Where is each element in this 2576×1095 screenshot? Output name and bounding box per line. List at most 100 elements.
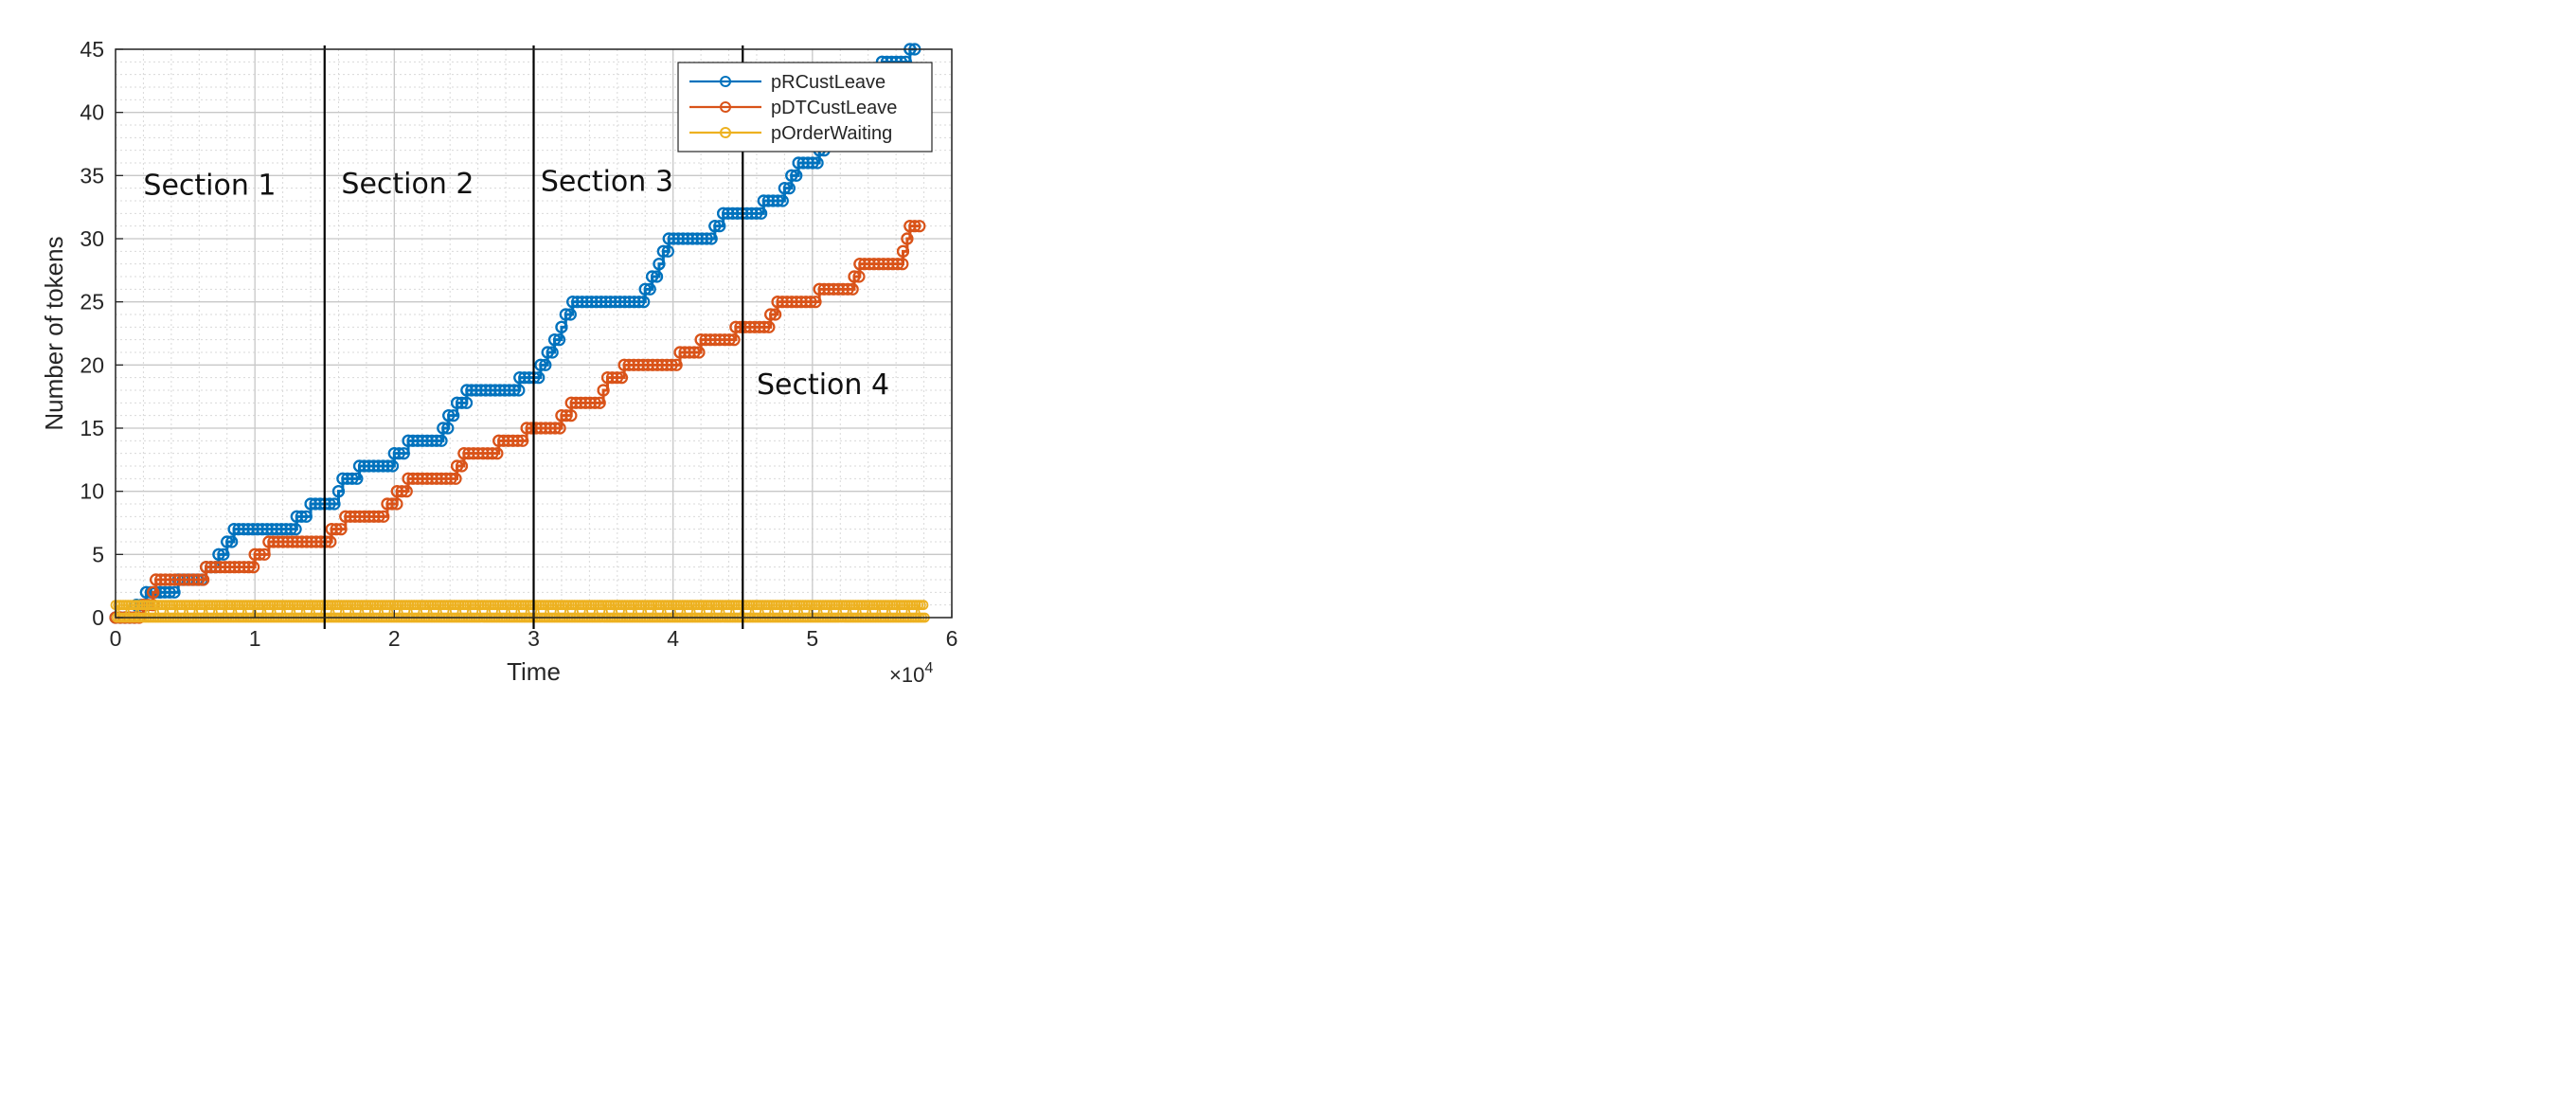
series-marker-pRCustLeave xyxy=(564,308,577,321)
series-marker-pRCustLeave xyxy=(299,510,313,523)
series-marker-pDTCustLeave xyxy=(258,548,271,561)
series-marker-pDTCustLeave xyxy=(896,258,909,271)
series-marker-pDTCustLeave xyxy=(809,296,822,309)
x-tick-label: 5 xyxy=(806,626,818,651)
series-marker-pDTCustLeave xyxy=(692,346,706,359)
y-tick-label: 35 xyxy=(80,163,104,188)
series-marker-pDTCustLeave xyxy=(615,371,629,385)
series-marker-pRCustLeave xyxy=(705,232,718,245)
series-marker-pRCustLeave xyxy=(541,346,554,359)
section-label: Section 3 xyxy=(541,165,673,198)
series-marker-pDTCustLeave xyxy=(253,548,266,561)
series-marker-pRCustLeave xyxy=(539,358,552,371)
series-marker-pDTCustLeave xyxy=(593,396,606,409)
series-marker-pDTCustLeave xyxy=(372,510,385,523)
series-marker-pDTCustLeave xyxy=(147,585,160,599)
series-marker-pRCustLeave xyxy=(656,244,670,258)
series-marker-pRCustLeave xyxy=(331,485,346,498)
series-marker-pRCustLeave xyxy=(785,169,798,182)
series-marker-pRCustLeave xyxy=(430,434,443,447)
series-marker-pRCustLeave xyxy=(700,232,713,245)
series-marker-pRCustLeave xyxy=(221,535,234,548)
series-line-pDTCustLeave xyxy=(116,224,921,619)
series-marker-pDTCustLeave xyxy=(841,282,854,296)
series-marker-pDTCustLeave xyxy=(319,535,332,548)
series-marker-pRCustLeave xyxy=(790,169,803,182)
series-marker-pRCustLeave xyxy=(547,333,562,347)
series-marker-pDTCustLeave xyxy=(486,447,499,460)
x-tick-label: 4 xyxy=(667,626,679,651)
x-tick-label: 6 xyxy=(946,626,958,651)
series-marker-pRCustLeave xyxy=(217,548,230,561)
series-marker-pRCustLeave xyxy=(776,194,789,207)
series-marker-pDTCustLeave xyxy=(762,320,776,333)
series-marker-pRCustLeave xyxy=(778,182,792,195)
series-marker-pDTCustLeave xyxy=(727,333,741,347)
series-marker-pDTCustLeave xyxy=(511,434,525,447)
y-tick-label: 40 xyxy=(80,100,104,125)
series-marker-pDTCustLeave xyxy=(197,573,210,586)
section-annotations: Section 1 Section 2 Section 3 Section 4 xyxy=(143,165,889,402)
series-marker-pRCustLeave xyxy=(806,156,819,170)
x-tick-label: 0 xyxy=(110,626,122,651)
x-tick-label: 1 xyxy=(249,626,261,651)
series-marker-pRCustLeave xyxy=(385,459,400,473)
series-marker-pDTCustLeave xyxy=(385,497,399,511)
series-marker-pRCustLeave xyxy=(168,585,181,599)
series-marker-pRCustLeave xyxy=(637,296,651,309)
series-marker-pRCustLeave xyxy=(212,548,225,561)
series-marker-pRCustLeave xyxy=(392,447,405,460)
series-marker-pRCustLeave xyxy=(512,384,526,397)
series-marker-pDTCustLeave xyxy=(852,270,866,283)
series-marker-pDTCustLeave xyxy=(670,358,683,371)
series-marker-pDTCustLeave xyxy=(610,371,624,385)
series-marker-pRCustLeave xyxy=(284,523,297,536)
y-tick-label: 5 xyxy=(92,542,104,566)
series-marker-pRCustLeave xyxy=(633,296,646,309)
series-marker-pDTCustLeave xyxy=(553,422,566,435)
legend: pRCustLeave pDTCustLeave pOrderWaiting xyxy=(677,62,933,153)
series-marker-pRCustLeave xyxy=(455,396,469,409)
y-axis-label: Number of tokens xyxy=(40,236,68,430)
series-marker-pRCustLeave xyxy=(552,333,566,347)
series-marker-pRCustLeave xyxy=(782,182,796,195)
section-label: Section 1 xyxy=(143,169,276,202)
series-marker-pRCustLeave xyxy=(708,220,722,233)
series-marker-pDTCustLeave xyxy=(455,459,469,473)
series-marker-pOrderWaiting xyxy=(918,600,929,611)
series-marker-pDTCustLeave xyxy=(330,523,343,536)
series-marker-pRCustLeave xyxy=(661,244,674,258)
series-marker-pDTCustLeave xyxy=(548,422,562,435)
x-axis-label: Time xyxy=(507,657,561,686)
series-marker-pRCustLeave xyxy=(713,220,726,233)
legend-entry-label: pOrderWaiting xyxy=(771,123,892,144)
section-label: Section 4 xyxy=(757,368,889,402)
series-marker-pDTCustLeave xyxy=(891,258,904,271)
series-marker-pRCustLeave xyxy=(459,396,474,409)
y-tick-label: 25 xyxy=(80,290,104,314)
series-marker-pRCustLeave xyxy=(559,308,572,321)
series-marker-pRCustLeave xyxy=(645,270,659,283)
legend-swatch-marker xyxy=(720,127,731,138)
series-marker-pDTCustLeave xyxy=(764,308,778,321)
y-tick-label: 45 xyxy=(80,37,104,62)
series-marker-pRCustLeave xyxy=(397,447,410,460)
series-marker-pRCustLeave xyxy=(546,346,559,359)
series-marker-pRCustLeave xyxy=(442,409,456,422)
x-tick-label: 3 xyxy=(528,626,540,651)
series-marker-pDTCustLeave xyxy=(688,346,701,359)
series-marker-pDTCustLeave xyxy=(560,409,573,422)
series-marker-pDTCustLeave xyxy=(334,523,348,536)
series-marker-pDTCustLeave xyxy=(896,244,910,258)
series-marker-pRCustLeave xyxy=(755,206,768,220)
legend-entry-label: pRCustLeave xyxy=(771,72,886,93)
series-marker-pDTCustLeave xyxy=(723,333,736,347)
series-marker-pRCustLeave xyxy=(350,472,364,485)
legend-swatch-marker xyxy=(720,101,731,113)
series-marker-pDTCustLeave xyxy=(597,384,610,397)
series-marker-pDTCustLeave xyxy=(377,510,390,523)
series-marker-pRCustLeave xyxy=(289,523,302,536)
legend-swatch-marker xyxy=(720,76,731,87)
series-marker-pDTCustLeave xyxy=(564,409,578,422)
